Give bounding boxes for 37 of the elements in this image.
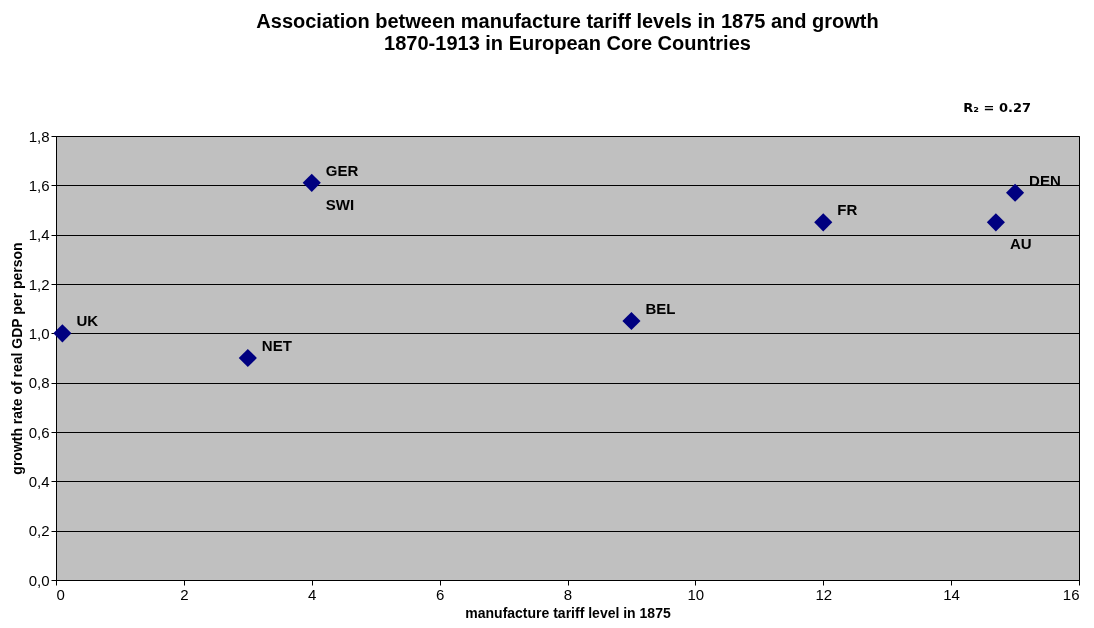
x-tick-label: 0 bbox=[56, 585, 65, 603]
y-tick-label: 0,6 bbox=[28, 423, 50, 441]
x-tick-label: 16 bbox=[1062, 585, 1080, 603]
y-tick-label: 0,8 bbox=[28, 374, 50, 392]
x-tick-label: 2 bbox=[180, 585, 189, 603]
point bbox=[302, 173, 321, 192]
point bbox=[814, 213, 833, 232]
y-tick-label: 1,4 bbox=[28, 226, 50, 244]
annotation: GER bbox=[325, 161, 359, 179]
annotation: NET bbox=[261, 337, 292, 354]
x-axis-title: manufacture tariff level in 1875 bbox=[465, 604, 671, 621]
y-axis-title: growth rate of real GDP per person bbox=[8, 242, 25, 475]
annotation: BEL bbox=[645, 300, 676, 317]
annotation: FR bbox=[837, 201, 858, 219]
x-tick-label: 8 bbox=[563, 585, 573, 603]
x-tick-label: 14 bbox=[943, 585, 960, 603]
y-tick-label: 1,8 bbox=[28, 127, 50, 145]
y-tick-label: 0,2 bbox=[28, 522, 50, 540]
annotation: SWI bbox=[325, 195, 355, 213]
y-tick-label: 1,2 bbox=[28, 275, 50, 293]
point bbox=[238, 348, 257, 368]
chart-title: Association between manufacture tariff levels in 1875 and growth 1870-1913 in European Core Countries bbox=[256, 10, 879, 54]
y-tick-label: 0,4 bbox=[28, 472, 50, 490]
annotation: UK bbox=[76, 312, 99, 330]
y-tick-label: 1,0 bbox=[28, 324, 50, 342]
point bbox=[622, 311, 641, 331]
point bbox=[1005, 183, 1025, 202]
text: R₂ = 0.27 bbox=[963, 100, 1031, 115]
annotation: AU bbox=[1009, 235, 1032, 253]
y-tick-label: 0,0 bbox=[28, 571, 50, 589]
y-tick-label: 1,6 bbox=[28, 176, 50, 194]
point bbox=[53, 324, 72, 343]
x-tick-label: 10 bbox=[687, 585, 705, 603]
x-tick-label: 4 bbox=[308, 585, 317, 603]
point bbox=[986, 213, 1005, 232]
x-tick-label: 6 bbox=[435, 585, 445, 603]
x-tick-label: 12 bbox=[815, 585, 833, 603]
